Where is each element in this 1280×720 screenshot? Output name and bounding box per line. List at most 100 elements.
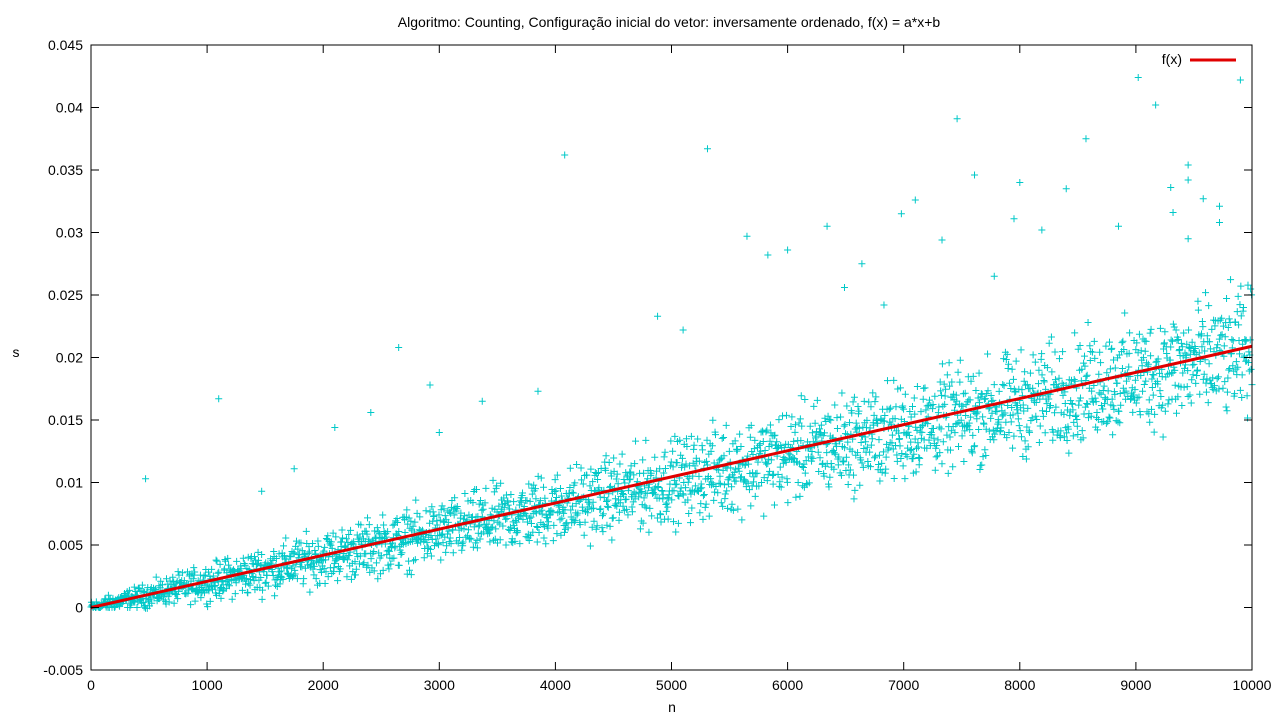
data-point	[1133, 339, 1141, 347]
data-point	[420, 537, 428, 545]
data-point	[690, 441, 698, 449]
data-point	[331, 424, 339, 431]
data-point	[669, 463, 677, 471]
data-point	[975, 425, 983, 433]
data-point	[749, 469, 757, 477]
data-point	[965, 419, 973, 427]
data-point	[825, 483, 833, 491]
data-point	[289, 572, 297, 580]
data-point	[698, 484, 706, 492]
data-point	[1051, 376, 1059, 384]
data-point	[1187, 399, 1195, 407]
data-point	[753, 469, 761, 477]
data-point	[1073, 422, 1081, 430]
data-point	[599, 528, 607, 536]
data-point	[855, 424, 863, 432]
data-point	[1136, 411, 1144, 419]
data-point	[1174, 336, 1182, 344]
data-point	[619, 502, 627, 510]
data-point	[763, 477, 771, 485]
data-point	[1060, 433, 1068, 441]
data-point	[224, 554, 232, 562]
data-point	[769, 472, 777, 480]
data-point	[937, 387, 945, 395]
data-point	[885, 405, 893, 413]
data-point	[712, 482, 720, 490]
data-point	[1084, 318, 1092, 326]
data-point	[518, 498, 526, 506]
data-point	[764, 460, 772, 468]
data-point	[714, 489, 722, 497]
data-point	[661, 465, 669, 473]
data-point	[743, 232, 751, 240]
data-point	[993, 408, 1001, 416]
data-point	[1223, 407, 1231, 415]
data-point	[850, 393, 858, 401]
data-point	[1222, 403, 1230, 411]
data-point	[184, 589, 192, 597]
data-point	[938, 391, 946, 399]
data-point	[1014, 415, 1022, 423]
data-point	[999, 411, 1007, 419]
data-point	[598, 524, 606, 532]
data-point	[995, 418, 1003, 426]
data-point	[1121, 309, 1129, 317]
data-point	[566, 464, 574, 472]
data-point	[478, 506, 486, 514]
data-point	[1188, 376, 1196, 384]
data-point	[609, 514, 617, 522]
data-point	[1247, 285, 1255, 293]
data-point	[707, 475, 715, 483]
data-point	[213, 557, 221, 565]
data-point	[1142, 377, 1150, 385]
data-point	[1200, 370, 1208, 378]
data-point	[422, 507, 430, 515]
data-point	[946, 433, 954, 441]
data-point	[513, 518, 521, 526]
data-point	[1192, 379, 1200, 387]
y-tick-label: 0.02	[56, 350, 83, 366]
data-point	[1179, 369, 1187, 377]
data-point	[1219, 384, 1227, 392]
data-point	[893, 451, 901, 459]
data-point	[651, 453, 659, 461]
data-point	[173, 590, 181, 598]
data-point	[551, 476, 559, 484]
data-point	[938, 460, 946, 468]
data-point	[562, 520, 570, 528]
data-point	[1189, 371, 1197, 379]
data-point	[915, 453, 923, 461]
data-point	[179, 569, 187, 577]
data-point	[1051, 348, 1059, 356]
data-point	[1224, 374, 1232, 382]
data-point	[750, 473, 758, 481]
data-point	[321, 580, 329, 588]
data-point	[735, 467, 743, 475]
data-point	[1009, 444, 1017, 452]
data-point	[611, 502, 619, 510]
data-point	[503, 515, 511, 523]
data-point	[982, 451, 990, 459]
data-point	[612, 475, 620, 483]
data-point	[439, 539, 447, 547]
data-point	[909, 402, 916, 410]
data-point	[813, 396, 821, 404]
data-point	[1108, 395, 1116, 403]
data-point	[1245, 348, 1253, 356]
data-point	[395, 527, 403, 535]
data-point	[1090, 337, 1098, 345]
data-point	[568, 488, 576, 496]
data-point	[755, 441, 763, 449]
data-point	[931, 392, 939, 400]
x-tick-label: 1000	[192, 677, 223, 693]
data-point	[1237, 282, 1245, 290]
data-point	[560, 509, 568, 517]
data-point	[287, 553, 295, 561]
data-point	[497, 479, 505, 487]
data-point	[1215, 202, 1223, 210]
data-point	[1093, 408, 1101, 416]
data-point	[1091, 354, 1099, 362]
data-point	[1087, 412, 1095, 420]
data-point	[586, 500, 594, 508]
data-point	[1088, 387, 1096, 395]
